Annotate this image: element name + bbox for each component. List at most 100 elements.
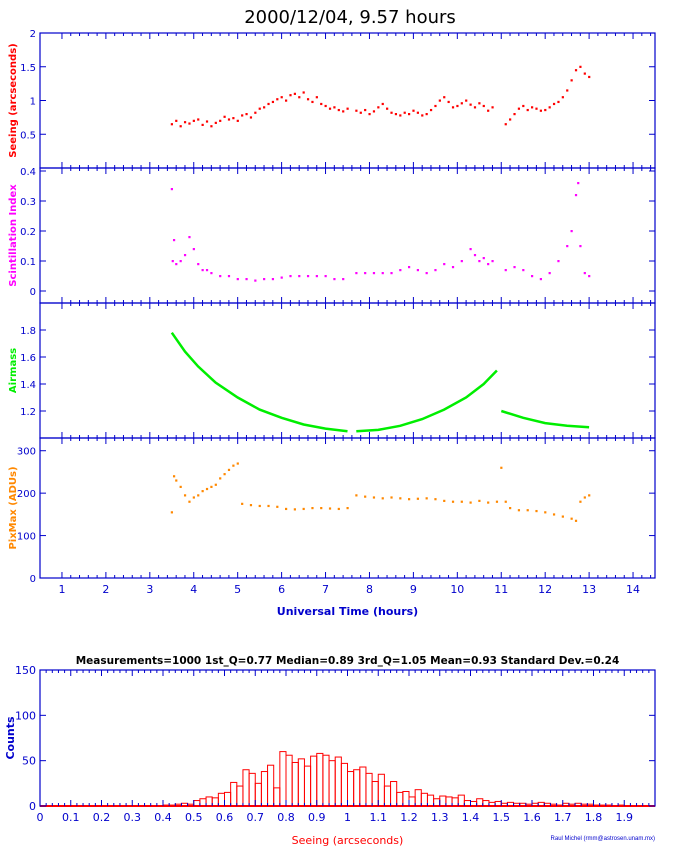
data-point [434,104,437,108]
histogram-bar [279,751,287,807]
data-point [214,121,217,124]
data-point [245,113,248,116]
panel-frame [39,32,656,169]
data-point [197,494,200,497]
data-point [416,269,419,272]
histogram-bar [396,791,404,807]
data-point [561,515,564,518]
data-point [425,113,428,116]
time-series-panels: 0.5 1 1.5 2 Seeing (arcseconds) 0 0.1 0.2 0.3 0.4… [8,29,656,618]
data-point [197,263,200,266]
data-point [579,245,582,248]
data-point [399,269,402,272]
data-point [276,98,279,101]
panel-frame [39,167,656,304]
histogram-bar [273,787,281,807]
x-tick-label: 0.8 [277,811,295,824]
data-point [425,497,428,500]
data-point [443,499,446,502]
x-tick-label: 0.9 [308,811,326,824]
data-point [232,117,235,120]
histogram-bar [230,781,238,807]
data-point [289,275,292,278]
data-point [451,106,455,109]
histogram-bar [291,761,299,807]
data-point [302,91,305,94]
y-tick-label: 1.2 [20,407,36,418]
x-tick-label: 0.6 [216,811,234,824]
data-point [491,106,494,109]
data-point [513,113,516,116]
data-point [293,92,296,95]
y-tick-label: 1.4 [20,380,36,391]
data-point [333,106,336,109]
seeing-histogram: Measurements=1000 1st_Q=0.77 Median=0.89… [4,655,656,847]
x-tick-label: 1 [344,811,351,824]
data-point [227,275,231,278]
histogram-bar [267,764,275,807]
histogram-bar [365,772,373,807]
data-point [421,114,424,117]
data-point [577,182,580,185]
data-point [504,500,507,503]
data-point [377,106,380,109]
data-point [254,279,257,282]
histogram-bar [248,772,256,807]
x-tick-label: 10 [450,583,464,596]
data-point [372,272,376,275]
y-tick-label: 0.1 [20,257,36,268]
histogram-bar [340,762,349,807]
data-point [210,485,213,488]
series-line [500,409,590,429]
data-point [566,89,569,92]
data-point [320,507,323,510]
data-point [408,266,411,269]
histogram-bar [433,798,441,807]
data-point [513,266,516,269]
data-point [535,107,538,110]
histogram-bar [371,781,379,807]
data-point [408,498,411,501]
data-point [522,269,525,272]
data-point [306,98,310,101]
data-point [214,483,217,486]
data-point [390,496,393,499]
credit-text: Raul Michel (rmm@astrosen.unam.mx) [551,836,655,842]
data-point [487,263,490,266]
histogram-bar [383,785,392,807]
data-point [276,505,279,508]
x-tick-label: 12 [538,583,552,596]
data-point [267,504,270,508]
data-point [552,513,556,516]
data-point [241,114,244,117]
data-point [531,275,534,278]
data-point [588,75,591,79]
data-point [267,102,270,106]
histogram-bar [328,760,336,807]
histogram-bar [476,798,484,807]
histogram-bar [224,791,232,807]
data-point [236,278,239,281]
data-point [183,121,187,124]
y-tick-label: 100 [17,532,36,543]
data-point [469,501,472,504]
histogram-summary: Measurements=1000 1st_Q=0.77 Median=0.89… [76,655,620,667]
data-point [188,500,191,503]
data-point [201,490,204,493]
data-point [285,99,288,102]
series-line [356,369,498,433]
data-point [227,468,231,472]
data-point [359,111,362,114]
data-point [451,266,455,269]
data-point [531,106,534,109]
data-point [188,236,191,239]
data-point [170,188,173,191]
data-point [588,494,591,497]
data-point [223,473,226,476]
series-line [170,331,348,433]
data-point [210,125,213,128]
y-tick-label: 50 [22,755,36,768]
histogram-bar [390,781,398,807]
